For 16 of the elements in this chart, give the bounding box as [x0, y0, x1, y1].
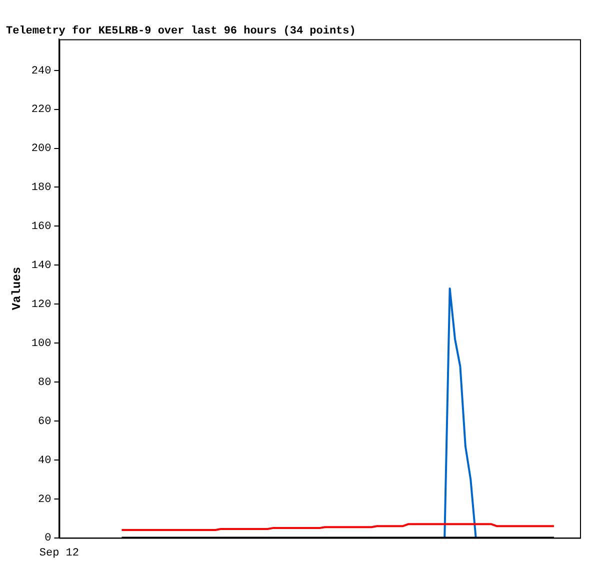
y-tick-label: 20: [38, 494, 52, 506]
y-tick-label: 100: [31, 338, 52, 350]
chart-title: Telemetry for KE5LRB-9 over last 96 hours (34 points): [6, 24, 356, 38]
y-tick-label: 80: [38, 376, 52, 389]
y-tick-label: 120: [31, 298, 52, 311]
x-tick-label: Sep 12: [39, 547, 80, 560]
y-tick-label: 240: [31, 65, 52, 78]
y-axis-title: Values: [10, 266, 24, 310]
y-tick-label: 140: [31, 260, 52, 272]
y-tick-label: 220: [31, 104, 52, 116]
y-tick-label: 200: [31, 143, 52, 156]
y-tick-label: 180: [31, 182, 52, 194]
y-tick-label: 60: [38, 416, 52, 428]
y-tick-label: 40: [38, 454, 52, 467]
y-tick-label: 0: [44, 532, 52, 545]
y-tick-label: 160: [31, 221, 52, 234]
